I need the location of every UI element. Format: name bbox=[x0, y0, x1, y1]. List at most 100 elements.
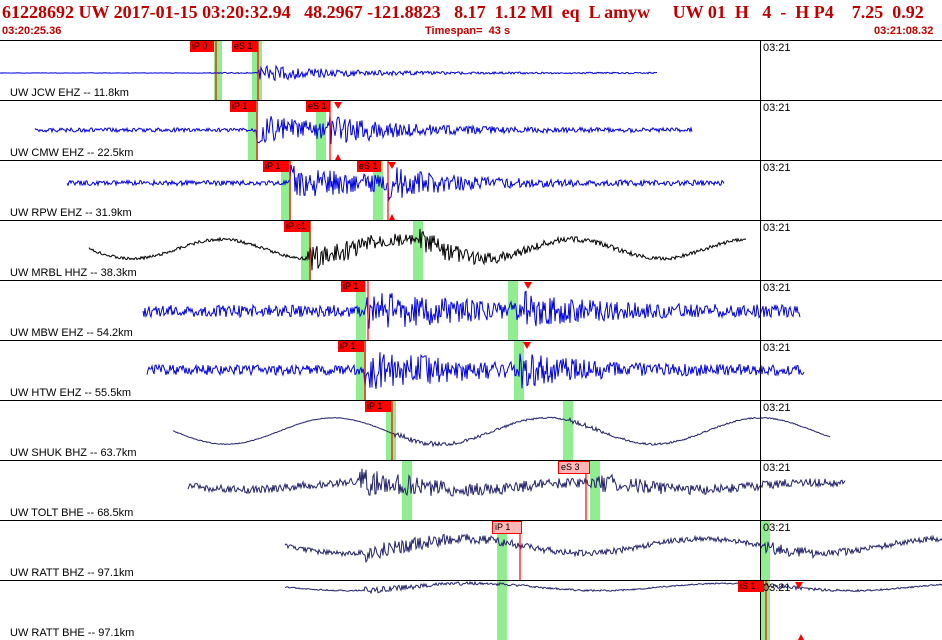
waveform-trace bbox=[0, 64, 658, 82]
station-label: UW JCW EHZ -- 11.8km bbox=[10, 87, 129, 99]
waveform-trace bbox=[187, 468, 846, 497]
phase-window bbox=[214, 41, 222, 100]
waveform-canvas bbox=[142, 281, 801, 340]
trace-panel: 03:21 iP 1 UW RATT BHZ -- 97.1km bbox=[0, 520, 942, 580]
phase-pick-flag[interactable]: iS 1 bbox=[738, 581, 764, 592]
minute-label: 03:21 bbox=[763, 282, 791, 294]
minute-label: 03:21 bbox=[763, 162, 791, 174]
phase-window bbox=[402, 461, 412, 520]
minute-label: 03:21 bbox=[763, 342, 791, 354]
station-label: UW CMW EHZ -- 22.5km bbox=[10, 147, 134, 159]
station-label: UW TOLT BHE -- 68.5km bbox=[10, 507, 134, 519]
waveform-canvas bbox=[88, 221, 747, 280]
minute-marker-line bbox=[760, 101, 761, 160]
phase-pick-flag[interactable]: iP 1 bbox=[341, 281, 365, 292]
phase-window bbox=[301, 221, 311, 280]
minute-marker-line bbox=[760, 521, 761, 580]
minute-marker-line bbox=[760, 41, 761, 100]
station-label: UW MRBL HHZ -- 38.3km bbox=[10, 267, 137, 279]
trace-panel: 03:21 iP c1 UW MRBL HHZ -- 38.3km bbox=[0, 220, 942, 280]
phase-window bbox=[356, 281, 366, 340]
phase-pick-flag[interactable]: eS 1 bbox=[357, 161, 381, 172]
trace-panel: 03:21 iP 0 eS 1 UW JCW EHZ -- 11.8km bbox=[0, 40, 942, 100]
phase-window bbox=[497, 581, 507, 640]
waveform-canvas bbox=[284, 581, 942, 640]
phase-pick-flag[interactable]: iP 1 bbox=[263, 161, 289, 172]
phase-pick-flag[interactable]: iP 1 bbox=[365, 401, 391, 412]
minute-label: 03:21 bbox=[763, 582, 791, 594]
trace-panel: 03:21 iS 1 UW RATT BHE -- 97.1km bbox=[0, 580, 942, 640]
phase-pick-flag[interactable]: eS 3 bbox=[558, 461, 590, 474]
minute-marker-line bbox=[760, 461, 761, 520]
arrival-marker bbox=[795, 582, 803, 589]
waveform-trace bbox=[146, 352, 805, 390]
waveform-trace bbox=[284, 533, 942, 564]
phase-window bbox=[413, 221, 423, 280]
minute-label: 03:21 bbox=[763, 462, 791, 474]
waveform-trace bbox=[34, 114, 693, 145]
event-summary: 61228692 UW 2017-01-15 03:20:32.94 48.29… bbox=[2, 2, 924, 22]
trace-panel: 03:21 eS 3 UW TOLT BHE -- 68.5km bbox=[0, 460, 942, 520]
waveform-canvas bbox=[284, 521, 942, 580]
phase-window bbox=[760, 581, 770, 640]
arrival-marker bbox=[389, 214, 395, 220]
arrival-marker bbox=[334, 102, 342, 109]
phase-window bbox=[316, 101, 326, 160]
phase-window bbox=[281, 161, 291, 220]
phase-window bbox=[356, 341, 366, 400]
minute-marker-line bbox=[760, 581, 761, 640]
waveform-trace bbox=[284, 581, 942, 595]
phase-window bbox=[373, 161, 383, 220]
trace-panel: 03:21 iP 1 eS 1 UW CMW EHZ -- 22.5km bbox=[0, 100, 942, 160]
phase-pick-flag[interactable]: iP 0 bbox=[190, 41, 214, 52]
phase-window bbox=[563, 401, 573, 460]
arrival-marker bbox=[524, 282, 532, 289]
waveform-canvas bbox=[34, 101, 693, 160]
trace-panel: 03:21 iP 1 UW MBW EHZ -- 54.2km bbox=[0, 280, 942, 340]
minute-label: 03:21 bbox=[763, 402, 791, 414]
phase-window bbox=[252, 41, 262, 100]
arrival-marker bbox=[388, 162, 396, 169]
minute-marker-line bbox=[760, 221, 761, 280]
end-time: 03:21:08.32 bbox=[874, 25, 934, 37]
waveform-canvas bbox=[66, 161, 725, 220]
waveform-canvas bbox=[187, 461, 846, 520]
minute-marker-line bbox=[760, 401, 761, 460]
timespan: Timespan= 43 s bbox=[425, 25, 511, 37]
minute-marker-line bbox=[760, 341, 761, 400]
waveform-trace bbox=[66, 164, 725, 202]
phase-window bbox=[508, 281, 518, 340]
phase-pick-flag[interactable]: iP c1 bbox=[284, 221, 310, 232]
station-label: UW HTW EHZ -- 55.5km bbox=[10, 387, 131, 399]
waveform-canvas bbox=[0, 41, 658, 100]
station-label: UW RPW EHZ -- 31.9km bbox=[10, 207, 132, 219]
arrival-marker bbox=[335, 154, 341, 160]
station-label: UW SHUK BHZ -- 63.7km bbox=[10, 447, 137, 459]
minute-label: 03:21 bbox=[763, 102, 791, 114]
waveform-trace bbox=[172, 416, 831, 448]
trace-panel: 03:21 iP 1 eS 1 UW RPW EHZ -- 31.9km bbox=[0, 160, 942, 220]
phase-pick-flag[interactable]: iP 1 bbox=[492, 521, 522, 534]
minute-label: 03:21 bbox=[763, 42, 791, 54]
trace-panel: 03:21 iP 1 UW HTW EHZ -- 55.5km bbox=[0, 340, 942, 400]
minute-marker-line bbox=[760, 281, 761, 340]
phase-pick-flag[interactable]: eS 1 bbox=[232, 41, 258, 52]
phase-pick-flag[interactable]: iP 1 bbox=[338, 341, 364, 352]
start-time: 03:20:25.36 bbox=[2, 25, 62, 37]
event-header: 61228692 UW 2017-01-15 03:20:32.94 48.29… bbox=[0, 0, 942, 40]
waveform-trace bbox=[142, 290, 801, 329]
waveform-trace bbox=[88, 228, 747, 271]
minute-label: 03:21 bbox=[763, 522, 791, 534]
phase-window bbox=[760, 521, 770, 580]
trace-panel: 03:21 iP 1 UW SHUK BHZ -- 63.7km bbox=[0, 400, 942, 460]
seismogram-panels: 03:21 iP 0 eS 1 UW JCW EHZ -- 11.8km 03:21 iP… bbox=[0, 40, 942, 640]
phase-window bbox=[386, 401, 396, 460]
phase-pick-flag[interactable]: eS 1 bbox=[306, 101, 330, 112]
station-label: UW MBW EHZ -- 54.2km bbox=[10, 327, 133, 339]
minute-label: 03:21 bbox=[763, 222, 791, 234]
station-label: UW RATT BHE -- 97.1km bbox=[10, 627, 135, 639]
minute-marker-line bbox=[760, 161, 761, 220]
waveform-canvas bbox=[146, 341, 805, 400]
phase-pick-flag[interactable]: iP 1 bbox=[230, 101, 256, 112]
waveform-canvas bbox=[172, 401, 831, 460]
